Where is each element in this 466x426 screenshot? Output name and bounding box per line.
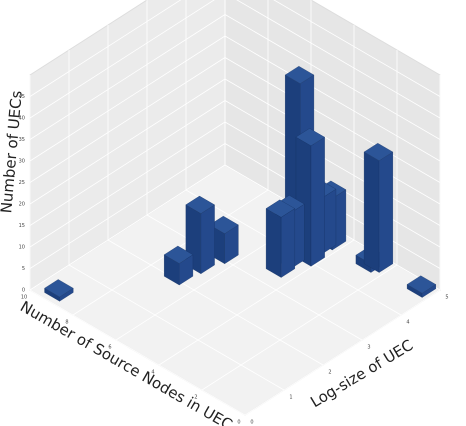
bar — [44, 279, 74, 302]
z-tick-label: 20 — [19, 202, 25, 208]
bar-right-face — [310, 136, 325, 267]
x-tick-label: 8 — [65, 320, 68, 326]
grid-line — [29, 0, 441, 119]
bar-left-face — [363, 151, 380, 273]
bar-top-face — [406, 275, 437, 294]
bar — [363, 143, 394, 273]
x-tick-label: 10 — [21, 295, 27, 301]
z-tick-label: 35 — [19, 137, 25, 143]
bar — [406, 275, 437, 298]
bar — [163, 245, 194, 286]
z-tick-label: 5 — [22, 266, 25, 272]
z-tick-label: 40 — [19, 116, 25, 122]
z-tick-label: 25 — [19, 180, 25, 186]
bar-top-face — [363, 143, 394, 161]
bar-top-face — [265, 199, 296, 218]
grid-line — [185, 0, 402, 316]
x-tick-label: 0 — [237, 420, 240, 426]
bar-right-face — [280, 208, 295, 278]
bar-top-face — [295, 128, 325, 147]
bar-top-face — [44, 279, 74, 298]
grid-line — [29, 75, 246, 416]
z-tick-label: 30 — [19, 159, 25, 165]
z-tick-label: 45 — [19, 94, 25, 100]
y-tick-label: 1 — [289, 395, 292, 401]
grid-line — [68, 50, 285, 391]
y-tick-label: 4 — [406, 320, 409, 326]
x-tick-label: 4 — [151, 370, 154, 376]
bar-top-face — [284, 66, 315, 84]
bar-top-face — [185, 195, 215, 214]
z-tick-label: 0 — [22, 288, 25, 294]
bar-top-face — [163, 245, 194, 264]
y-tick-label: 2 — [328, 370, 331, 376]
y-tick-label: 3 — [367, 345, 370, 351]
x-tick-label: 6 — [108, 345, 111, 351]
bar-left-face — [265, 208, 282, 278]
bar — [265, 199, 296, 278]
grid-line — [146, 0, 363, 341]
grid-line — [29, 0, 441, 97]
bar-right-face — [378, 151, 393, 273]
y-tick-label: 0 — [250, 420, 253, 426]
x-tick-label: 2 — [194, 395, 197, 401]
y-tick-label: 5 — [445, 295, 448, 301]
z-axis-label: Number of UECs — [0, 90, 26, 214]
z-tick-label: 15 — [19, 223, 25, 229]
bar-right-face — [200, 204, 215, 275]
grid-line — [107, 25, 324, 366]
z-tick-label: 10 — [19, 245, 25, 251]
